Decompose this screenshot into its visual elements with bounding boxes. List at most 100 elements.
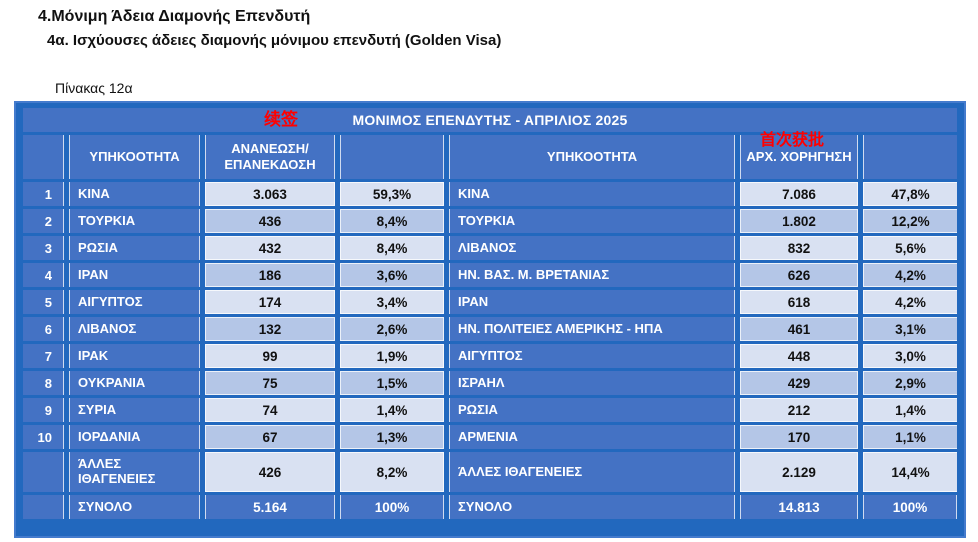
nationality-cell: ΤΟΥΡΚΙΑ xyxy=(69,209,200,233)
value-cell: 1.802 xyxy=(740,209,858,233)
value-cell: 7.086 xyxy=(740,182,858,206)
value-cell: 174 xyxy=(205,290,335,314)
value-cell: 75 xyxy=(205,371,335,395)
percent-cell: 1,1% xyxy=(863,425,958,449)
table-row: 2 ΤΟΥΡΚΙΑ 436 8,4% ΤΟΥΡΚΙΑ 1.802 12,2% xyxy=(23,209,958,233)
rank-cell: 10 xyxy=(23,425,64,449)
value-cell: 67 xyxy=(205,425,335,449)
nationality-cell: ΙΡΑΝ xyxy=(449,290,735,314)
rank-cell: 2 xyxy=(23,209,64,233)
nationality-cell: ΤΟΥΡΚΙΑ xyxy=(449,209,735,233)
value-cell: 212 xyxy=(740,398,858,422)
percent-cell: 3,0% xyxy=(863,344,958,368)
total-percent-cell: 100% xyxy=(863,495,958,519)
nationality-cell: ΡΩΣΙΑ xyxy=(449,398,735,422)
value-cell: 448 xyxy=(740,344,858,368)
nationality-cell: ΛΙΒΑΝΟΣ xyxy=(449,236,735,260)
rank-cell: 7 xyxy=(23,344,64,368)
section-heading: 4.Μόνιμη Άδεια Διαμονής Επενδυτή xyxy=(38,8,311,25)
table-caption: Πίνακας 12α xyxy=(55,80,133,96)
nationality-cell: ΚΙΝΑ xyxy=(449,182,735,206)
rank-cell: 9 xyxy=(23,398,64,422)
value-cell: 461 xyxy=(740,317,858,341)
nationality-cell: ΑΙΓΥΠΤΟΣ xyxy=(69,290,200,314)
nationality-right-header: ΥΠΗΚΟΟΤΗΤΑ xyxy=(449,135,735,179)
table-row: 5 ΑΙΓΥΠΤΟΣ 174 3,4% ΙΡΑΝ 618 4,2% xyxy=(23,290,958,314)
percent-right-header-empty xyxy=(863,135,958,179)
table-row: 4 ΙΡΑΝ 186 3,6% ΗΝ. ΒΑΣ. Μ. ΒΡΕΤΑΝΙΑΣ 62… xyxy=(23,263,958,287)
table-row: 7 ΙΡΑΚ 99 1,9% ΑΙΓΥΠΤΟΣ 448 3,0% xyxy=(23,344,958,368)
value-cell: 186 xyxy=(205,263,335,287)
total-label: ΣΥΝΟΛΟ xyxy=(69,495,200,519)
percent-cell: 59,3% xyxy=(340,182,444,206)
nationality-cell: ΙΣΡΑΗΛ xyxy=(449,371,735,395)
initial-grant-annotation-chinese: 首次获批 xyxy=(760,132,825,149)
nationality-cell: ΑΙΓΥΠΤΟΣ xyxy=(449,344,735,368)
percent-cell: 8,4% xyxy=(340,209,444,233)
nationality-cell: ΣΥΡΙΑ xyxy=(69,398,200,422)
table-title: ΜΟΝΙΜΟΣ ΕΠΕΝΔΥΤΗΣ - ΑΠΡΙΛΙΟΣ 2025 xyxy=(23,108,958,132)
nationality-cell: ΟΥΚΡΑΝΙΑ xyxy=(69,371,200,395)
nationality-cell: ΆΛΛΕΣ ΙΘΑΓΕΝΕΙΕΣ xyxy=(449,452,735,492)
value-cell: 436 xyxy=(205,209,335,233)
renewal-annotation-chinese: 续签 xyxy=(264,110,298,129)
percent-cell: 1,3% xyxy=(340,425,444,449)
value-cell: 832 xyxy=(740,236,858,260)
percent-cell: 3,1% xyxy=(863,317,958,341)
rank-cell: 3 xyxy=(23,236,64,260)
rank-cell: 1 xyxy=(23,182,64,206)
rank-header-empty xyxy=(23,135,64,179)
value-cell: 74 xyxy=(205,398,335,422)
percent-cell: 2,6% xyxy=(340,317,444,341)
golden-visa-table: ΜΟΝΙΜΟΣ ΕΠΕΝΔΥΤΗΣ - ΑΠΡΙΛΙΟΣ 2025 ΥΠΗΚΟΟ… xyxy=(14,101,966,538)
rank-cell-empty xyxy=(23,495,64,519)
rank-cell: 6 xyxy=(23,317,64,341)
other-nationalities-row: ΆΛΛΕΣ ΙΘΑΓΕΝΕΙΕΣ 426 8,2% ΆΛΛΕΣ ΙΘΑΓΕΝΕΙ… xyxy=(23,452,958,492)
table-row: 3 ΡΩΣΙΑ 432 8,4% ΛΙΒΑΝΟΣ 832 5,6% xyxy=(23,236,958,260)
value-cell: 626 xyxy=(740,263,858,287)
renewal-header: ΑΝΑΝΕΩΣΗ/ ΕΠΑΝΕΚΔΟΣΗ xyxy=(205,135,335,179)
nationality-cell: ΡΩΣΙΑ xyxy=(69,236,200,260)
nationality-left-header: ΥΠΗΚΟΟΤΗΤΑ xyxy=(69,135,200,179)
value-cell: 99 xyxy=(205,344,335,368)
table-row: 10 ΙΟΡΔΑΝΙΑ 67 1,3% ΑΡΜΕΝΙΑ 170 1,1% xyxy=(23,425,958,449)
value-cell: 618 xyxy=(740,290,858,314)
total-row: ΣΥΝΟΛΟ 5.164 100% ΣΥΝΟΛΟ 14.813 100% xyxy=(23,495,958,519)
percent-cell: 1,4% xyxy=(863,398,958,422)
percent-cell: 1,9% xyxy=(340,344,444,368)
percent-cell: 4,2% xyxy=(863,263,958,287)
rank-cell: 4 xyxy=(23,263,64,287)
value-cell: 426 xyxy=(205,452,335,492)
table-row: 8 ΟΥΚΡΑΝΙΑ 75 1,5% ΙΣΡΑΗΛ 429 2,9% xyxy=(23,371,958,395)
percent-cell: 47,8% xyxy=(863,182,958,206)
nationality-cell: ΗΝ. ΠΟΛΙΤΕΙΕΣ ΑΜΕΡΙΚΗΣ - ΗΠΑ xyxy=(449,317,735,341)
rank-cell: 5 xyxy=(23,290,64,314)
value-cell: 170 xyxy=(740,425,858,449)
total-label: ΣΥΝΟΛΟ xyxy=(449,495,735,519)
nationality-cell: ΙΡΑΝ xyxy=(69,263,200,287)
table-row: 1 ΚΙΝΑ 3.063 59,3% ΚΙΝΑ 7.086 47,8% xyxy=(23,182,958,206)
initial-grant-header: ΑΡΧ. ΧΟΡΗΓΗΣΗ xyxy=(740,135,858,179)
percent-cell: 5,6% xyxy=(863,236,958,260)
table-row: 6 ΛΙΒΑΝΟΣ 132 2,6% ΗΝ. ΠΟΛΙΤΕΙΕΣ ΑΜΕΡΙΚΗ… xyxy=(23,317,958,341)
value-cell: 2.129 xyxy=(740,452,858,492)
nationality-cell: ΛΙΒΑΝΟΣ xyxy=(69,317,200,341)
percent-cell: 1,4% xyxy=(340,398,444,422)
table-row: 9 ΣΥΡΙΑ 74 1,4% ΡΩΣΙΑ 212 1,4% xyxy=(23,398,958,422)
percent-cell: 4,2% xyxy=(863,290,958,314)
nationality-cell: ΙΟΡΔΑΝΙΑ xyxy=(69,425,200,449)
nationality-cell: ΙΡΑΚ xyxy=(69,344,200,368)
total-value-cell: 14.813 xyxy=(740,495,858,519)
nationality-cell: ΚΙΝΑ xyxy=(69,182,200,206)
percent-left-header-empty xyxy=(340,135,444,179)
percent-cell: 1,5% xyxy=(340,371,444,395)
value-cell: 3.063 xyxy=(205,182,335,206)
rank-cell-empty xyxy=(23,452,64,492)
rank-cell: 8 xyxy=(23,371,64,395)
value-cell: 132 xyxy=(205,317,335,341)
nationality-cell: ΆΛΛΕΣ ΙΘΑΓΕΝΕΙΕΣ xyxy=(69,452,200,492)
nationality-cell: ΗΝ. ΒΑΣ. Μ. ΒΡΕΤΑΝΙΑΣ xyxy=(449,263,735,287)
percent-cell: 3,6% xyxy=(340,263,444,287)
total-percent-cell: 100% xyxy=(340,495,444,519)
